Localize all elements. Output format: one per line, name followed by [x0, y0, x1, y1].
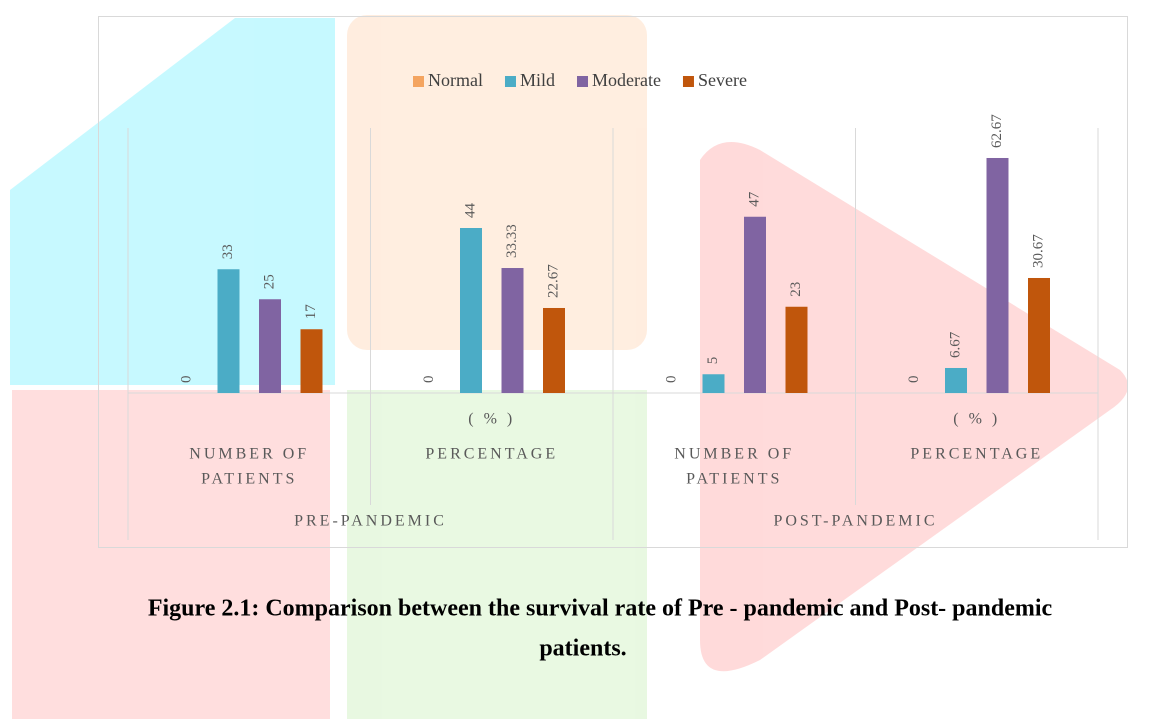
- watermark-cyan: [10, 18, 335, 385]
- x-tick-label: ( % ): [953, 411, 1000, 428]
- bar: [217, 269, 240, 393]
- bar: [300, 329, 323, 393]
- bar: [1028, 277, 1050, 393]
- value-label: 5: [705, 357, 721, 365]
- value-label: 33.33: [504, 224, 520, 258]
- value-label: 0: [178, 376, 194, 384]
- value-label: 23: [788, 282, 804, 297]
- value-label: 30.67: [1030, 234, 1046, 268]
- legend-swatch: [682, 76, 694, 87]
- caption: Figure 2.1: Comparison between the survi…: [148, 596, 1053, 622]
- value-label: 33: [220, 244, 236, 259]
- value-label: 47: [746, 191, 762, 207]
- caption: patients.: [539, 636, 626, 662]
- x-tick-label: PERCENTAGE: [910, 446, 1043, 463]
- value-label: 0: [906, 376, 922, 384]
- bar: [986, 157, 1009, 393]
- watermark-green: [347, 390, 647, 719]
- legend-label: Moderate: [592, 70, 661, 90]
- watermark-orange: [347, 15, 647, 350]
- x-tick-label: PERCENTAGE: [425, 446, 558, 463]
- value-label: 6.67: [947, 331, 963, 358]
- bar: [460, 228, 482, 393]
- bar: [702, 374, 725, 393]
- value-label: 0: [421, 376, 437, 384]
- value-label: 25: [261, 274, 277, 289]
- bar: [945, 367, 967, 393]
- watermark-play: [700, 142, 1128, 672]
- legend-swatch: [577, 76, 588, 87]
- bar: [501, 268, 524, 393]
- chart: 0 0 0 0 33 44 5 6.67 25 33.33 47 62.67 17 22.67 23 30.6…: [127, 70, 1099, 540]
- x-tick-label: PATIENTS: [201, 471, 297, 488]
- value-label: 44: [462, 203, 478, 219]
- bar: [543, 307, 565, 393]
- x-tick-label: ( % ): [468, 411, 515, 428]
- legend-label: Mild: [520, 70, 555, 90]
- value-label: 22.67: [545, 264, 561, 298]
- x-tick-label: NUMBER OF: [189, 446, 309, 463]
- legend-label: Normal: [428, 70, 483, 90]
- bar: [259, 299, 281, 393]
- group-label: PRE-PANDEMIC: [294, 513, 447, 530]
- legend-label: Severe: [698, 70, 747, 90]
- x-tick-label: PATIENTS: [686, 471, 782, 488]
- chart-frame: [98, 16, 1128, 548]
- value-label: 62.67: [989, 114, 1005, 148]
- legend-swatch: [504, 76, 516, 87]
- x-tick-label: NUMBER OF: [674, 446, 794, 463]
- group-label: POST-PANDEMIC: [773, 513, 937, 530]
- value-label: 17: [303, 304, 319, 320]
- bar: [785, 306, 808, 393]
- watermark: [10, 15, 1128, 719]
- watermark-red: [12, 390, 330, 719]
- legend-swatch: [413, 76, 424, 87]
- value-label: 0: [663, 376, 679, 384]
- bar: [744, 216, 766, 393]
